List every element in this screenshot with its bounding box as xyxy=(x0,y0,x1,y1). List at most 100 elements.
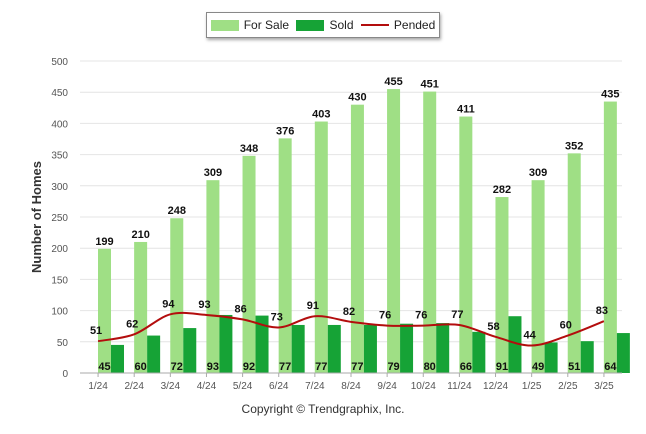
data-label-pended: 91 xyxy=(307,300,319,312)
data-label-for-sale: 430 xyxy=(348,92,366,104)
line-layer xyxy=(97,311,605,347)
bar-for-sale xyxy=(350,104,364,374)
data-label-sold: 60 xyxy=(135,361,147,373)
x-tick-label: 2/24 xyxy=(124,381,144,392)
y-tick-label: 400 xyxy=(51,119,68,130)
labels-layer: 199 45 210 60 248 72 309 93 348 92 376 77 403 77 430 77… xyxy=(90,76,620,373)
x-tick-label: 4/24 xyxy=(197,381,217,392)
data-label-sold: 77 xyxy=(279,361,291,373)
legend-swatch-pended xyxy=(360,24,389,26)
legend-label-for-sale: For Sale xyxy=(243,18,290,32)
data-label-sold: 45 xyxy=(98,361,110,373)
data-label-pended: 82 xyxy=(343,306,355,318)
bar-sold xyxy=(616,333,630,373)
legend-item-for-sale[interactable]: For Sale xyxy=(210,18,290,32)
data-label-sold: 80 xyxy=(424,361,436,373)
data-label-for-sale: 451 xyxy=(421,79,439,91)
legend-label-sold: Sold xyxy=(329,18,354,32)
y-tick-label: 200 xyxy=(51,244,68,255)
data-label-pended: 94 xyxy=(162,298,175,310)
bar-for-sale xyxy=(387,89,401,373)
legend-item-sold[interactable]: Sold xyxy=(296,18,354,32)
data-label-pended: 60 xyxy=(560,320,572,332)
line-pended xyxy=(97,311,605,347)
legend-label-pended: Pended xyxy=(393,18,436,32)
x-tick-label: 3/25 xyxy=(594,381,614,392)
bar-sold xyxy=(363,324,377,373)
data-label-sold: 66 xyxy=(460,361,472,373)
bar-sold xyxy=(291,324,305,373)
bar-for-sale xyxy=(459,116,473,373)
bar-for-sale xyxy=(314,121,328,373)
legend: For Sale Sold Pended xyxy=(206,12,440,38)
data-label-pended: 83 xyxy=(596,305,608,317)
y-tick-label: 250 xyxy=(51,213,68,224)
data-label-for-sale: 282 xyxy=(493,184,511,196)
data-label-pended: 51 xyxy=(90,325,102,337)
data-label-sold: 77 xyxy=(351,361,363,373)
data-label-pended: 86 xyxy=(234,303,246,315)
y-tick-label: 350 xyxy=(51,151,68,162)
data-label-pended: 76 xyxy=(379,310,391,322)
data-label-pended: 93 xyxy=(198,299,210,311)
bar-for-sale xyxy=(206,180,220,373)
x-tick-label: 6/24 xyxy=(269,381,289,392)
bar-for-sale xyxy=(170,218,184,373)
y-tick-label: 100 xyxy=(51,307,68,318)
bar-sold xyxy=(580,341,594,373)
bar-for-sale xyxy=(242,155,256,373)
legend-swatch-for-sale xyxy=(210,19,239,31)
bar-sold xyxy=(147,335,161,373)
bar-sold xyxy=(544,342,558,373)
bar-for-sale xyxy=(531,180,545,373)
bar-sold xyxy=(508,316,522,373)
x-tick-label: 2/25 xyxy=(558,381,578,392)
data-label-for-sale: 199 xyxy=(95,236,113,248)
x-tick-label: 12/24 xyxy=(483,381,508,392)
bar-sold xyxy=(436,323,450,373)
data-label-for-sale: 309 xyxy=(529,167,547,179)
data-label-for-sale: 348 xyxy=(240,143,258,155)
data-label-sold: 64 xyxy=(604,361,617,373)
data-label-for-sale: 248 xyxy=(168,205,186,217)
bar-sold xyxy=(400,323,414,373)
x-tick-label: 11/24 xyxy=(447,381,472,392)
y-tick-label: 150 xyxy=(51,275,68,286)
data-label-sold: 91 xyxy=(496,361,508,373)
x-tick-label: 3/24 xyxy=(161,381,181,392)
data-label-pended: 73 xyxy=(271,311,283,323)
bar-sold xyxy=(219,314,233,373)
data-label-sold: 72 xyxy=(171,361,183,373)
bar-for-sale xyxy=(603,101,617,373)
x-tick-label: 8/24 xyxy=(341,381,361,392)
data-label-sold: 49 xyxy=(532,361,544,373)
bar-for-sale xyxy=(278,138,292,373)
copyright-text: Copyright © Trendgraphix, Inc. xyxy=(241,402,405,416)
bars-layer xyxy=(98,89,630,374)
data-label-sold: 93 xyxy=(207,361,219,373)
data-label-pended: 76 xyxy=(415,310,427,322)
bar-for-sale xyxy=(423,91,437,374)
bar-sold xyxy=(111,344,124,373)
x-tick-label: 1/25 xyxy=(522,381,542,392)
x-tick-label: 10/24 xyxy=(411,381,436,392)
y-tick-label: 50 xyxy=(57,338,69,349)
legend-item-pended[interactable]: Pended xyxy=(360,18,436,32)
bar-for-sale xyxy=(134,241,148,373)
axes-layer: 0 50 100 150 200 250 300 350 400 450 500 1/24 2/24 3/… xyxy=(51,57,622,392)
data-label-pended: 62 xyxy=(126,318,138,330)
data-label-pended: 58 xyxy=(487,321,499,333)
data-label-for-sale: 455 xyxy=(384,76,402,88)
legend-swatch-sold xyxy=(296,19,325,31)
data-label-for-sale: 352 xyxy=(565,140,583,152)
data-label-pended: 77 xyxy=(451,309,463,321)
x-tick-label: 9/24 xyxy=(377,381,397,392)
bar-sold xyxy=(183,328,197,373)
bar-sold xyxy=(472,331,486,373)
data-label-sold: 92 xyxy=(243,361,255,373)
data-label-sold: 79 xyxy=(387,361,399,373)
y-tick-label: 300 xyxy=(51,182,68,193)
bar-for-sale xyxy=(98,248,111,373)
bar-for-sale xyxy=(495,197,509,373)
